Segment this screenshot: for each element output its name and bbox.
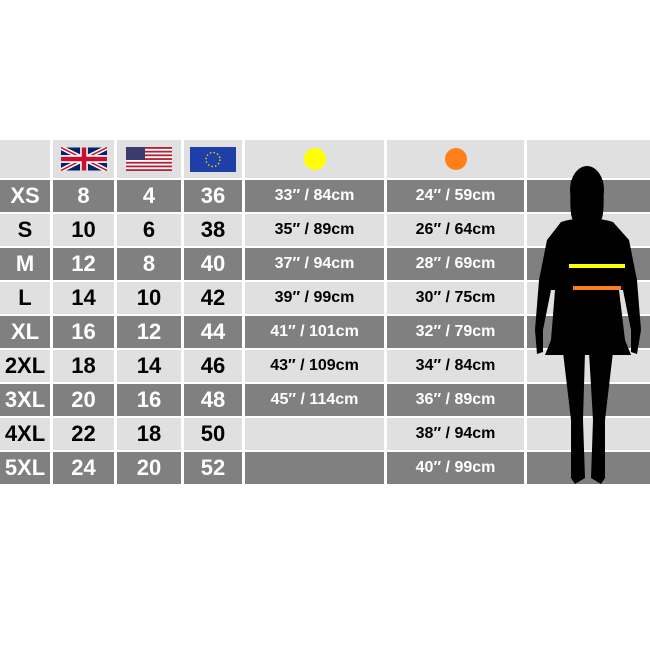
eu-flag-icon xyxy=(190,146,236,172)
size-label: XS xyxy=(0,180,50,212)
figure-stripe xyxy=(527,214,650,246)
size-label: 3XL xyxy=(0,384,50,416)
size-chart-table: XS 8 4 36 33″ / 84cm 24″ / 59cm S 10 6 38 35″ / 89… xyxy=(0,140,650,484)
uk-size: 18 xyxy=(53,350,114,382)
us-size: 10 xyxy=(117,282,181,314)
figure-stripe xyxy=(527,316,650,348)
size-label: 2XL xyxy=(0,350,50,382)
waist-measurement: 36″ / 89cm xyxy=(387,384,524,416)
header-bust xyxy=(245,140,384,178)
us-size: 4 xyxy=(117,180,181,212)
us-size: 14 xyxy=(117,350,181,382)
waist-measurement: 30″ / 75cm xyxy=(387,282,524,314)
yellow-dot-icon xyxy=(303,148,326,170)
orange-dot-icon xyxy=(444,148,467,170)
uk-flag-icon xyxy=(60,147,107,171)
eu-size: 46 xyxy=(184,350,242,382)
eu-size: 40 xyxy=(184,248,242,280)
waist-measurement: 34″ / 84cm xyxy=(387,350,524,382)
size-label: M xyxy=(0,248,50,280)
waist-measurement: 32″ / 79cm xyxy=(387,316,524,348)
waist-measurement: 38″ / 94cm xyxy=(387,418,524,450)
header-size xyxy=(0,140,50,178)
uk-size: 10 xyxy=(53,214,114,246)
waist-measurement: 26″ / 64cm xyxy=(387,214,524,246)
eu-size: 50 xyxy=(184,418,242,450)
waist-measurement: 28″ / 69cm xyxy=(387,248,524,280)
uk-size: 22 xyxy=(53,418,114,450)
figure-stripe xyxy=(527,418,650,450)
us-flag-icon xyxy=(126,147,172,171)
us-size: 12 xyxy=(117,316,181,348)
bust-measurement: 45″ / 114cm xyxy=(245,384,384,416)
us-size: 8 xyxy=(117,248,181,280)
us-size: 18 xyxy=(117,418,181,450)
eu-size: 52 xyxy=(184,452,242,484)
eu-size: 42 xyxy=(184,282,242,314)
figure-stripe xyxy=(527,384,650,416)
bust-measurement: 37″ / 94cm xyxy=(245,248,384,280)
size-label: XL xyxy=(0,316,50,348)
size-label: 5XL xyxy=(0,452,50,484)
figure-stripe xyxy=(527,248,650,280)
waist-measurement: 40″ / 99cm xyxy=(387,452,524,484)
us-size: 16 xyxy=(117,384,181,416)
figure-stripe xyxy=(527,452,650,484)
uk-size: 24 xyxy=(53,452,114,484)
eu-size: 38 xyxy=(184,214,242,246)
bust-measurement xyxy=(245,418,384,450)
figure-stripe xyxy=(527,180,650,212)
eu-size: 44 xyxy=(184,316,242,348)
bust-measurement: 41″ / 101cm xyxy=(245,316,384,348)
bust-measurement: 43″ / 109cm xyxy=(245,350,384,382)
figure-stripe xyxy=(527,282,650,314)
figure-stripe xyxy=(527,350,650,382)
eu-size: 36 xyxy=(184,180,242,212)
header-uk xyxy=(53,140,114,178)
uk-size: 14 xyxy=(53,282,114,314)
bust-measurement xyxy=(245,452,384,484)
waist-measurement: 24″ / 59cm xyxy=(387,180,524,212)
eu-size: 48 xyxy=(184,384,242,416)
size-label: L xyxy=(0,282,50,314)
bust-measurement: 33″ / 84cm xyxy=(245,180,384,212)
us-size: 6 xyxy=(117,214,181,246)
uk-size: 12 xyxy=(53,248,114,280)
uk-size: 20 xyxy=(53,384,114,416)
uk-size: 8 xyxy=(53,180,114,212)
header-waist xyxy=(387,140,524,178)
us-size: 20 xyxy=(117,452,181,484)
size-label: 4XL xyxy=(0,418,50,450)
header-eu xyxy=(184,140,242,178)
header-figure xyxy=(527,140,650,178)
bust-measurement: 39″ / 99cm xyxy=(245,282,384,314)
header-us xyxy=(117,140,181,178)
uk-size: 16 xyxy=(53,316,114,348)
size-label: S xyxy=(0,214,50,246)
bust-measurement: 35″ / 89cm xyxy=(245,214,384,246)
